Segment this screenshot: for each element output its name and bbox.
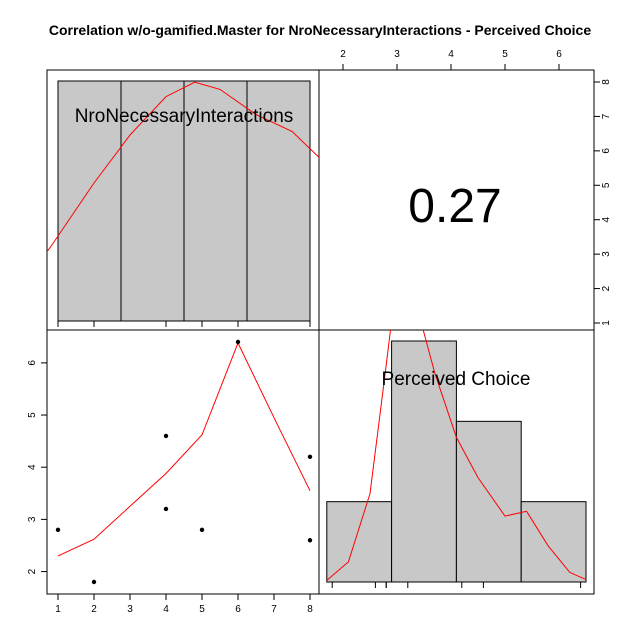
y-tick-label: 4	[27, 464, 38, 470]
scatter-smooth-line	[57, 341, 311, 557]
x-tick-label: 8	[307, 604, 313, 615]
hist-bar-nro-interactions	[57, 80, 122, 322]
scatter-point	[55, 527, 61, 533]
right-tick-label: 6	[601, 148, 612, 154]
top-tick-label: 5	[502, 49, 508, 60]
x-tick-label: 2	[91, 604, 97, 615]
y-tick-label: 2	[27, 568, 38, 574]
hist-bar-nro-interactions	[183, 80, 248, 322]
hist-bar-perceived-choice	[520, 501, 587, 583]
density-curve-nro-interactions	[47, 81, 319, 253]
hist-bar-nro-interactions	[120, 80, 185, 322]
x-tick-label: 3	[127, 604, 133, 615]
variable-label-nro-interactions: NroNecessaryInteractions	[75, 106, 294, 127]
correlation-value: 0.27	[408, 180, 501, 233]
right-tick-label: 2	[601, 285, 612, 291]
panel-bottom-left	[46, 329, 320, 595]
x-tick-label: 7	[271, 604, 277, 615]
scatter-point	[199, 527, 205, 533]
hist-bar-perceived-choice	[326, 501, 393, 583]
x-tick-label: 1	[55, 604, 61, 615]
top-tick-label: 6	[556, 49, 562, 60]
right-tick-label: 5	[601, 182, 612, 188]
scatter-point	[163, 506, 169, 512]
scatter-point	[307, 454, 313, 459]
x-tick-label: 6	[235, 604, 241, 615]
scatter-point	[235, 339, 241, 345]
y-tick-label: 5	[27, 412, 38, 418]
right-tick-label: 8	[601, 79, 612, 85]
right-tick-label: 4	[601, 216, 612, 222]
scatter-point	[163, 433, 169, 439]
variable-label-perceived-choice: Perceived Choice	[382, 369, 531, 390]
y-tick-label: 3	[27, 516, 38, 522]
x-tick-label: 4	[163, 604, 169, 615]
scatter-point	[91, 579, 97, 585]
top-tick-label: 3	[394, 49, 400, 60]
right-tick-label: 3	[601, 251, 612, 257]
hist-bar-perceived-choice	[391, 340, 457, 583]
hist-bar-perceived-choice	[455, 420, 522, 583]
right-tick-label: 7	[601, 113, 612, 119]
top-tick-label: 2	[340, 49, 346, 60]
scatter-point	[307, 538, 313, 543]
hist-bar-nro-interactions	[246, 80, 311, 322]
x-tick-label: 5	[199, 604, 205, 615]
panel-top-right	[318, 69, 595, 331]
top-tick-label: 4	[448, 49, 454, 60]
y-tick-label: 6	[27, 360, 38, 366]
right-tick-label: 1	[601, 320, 612, 326]
chart-title: Correlation w/o-gamified.Master for NroN…	[49, 22, 591, 38]
density-curve-perceived-choice	[326, 330, 587, 581]
